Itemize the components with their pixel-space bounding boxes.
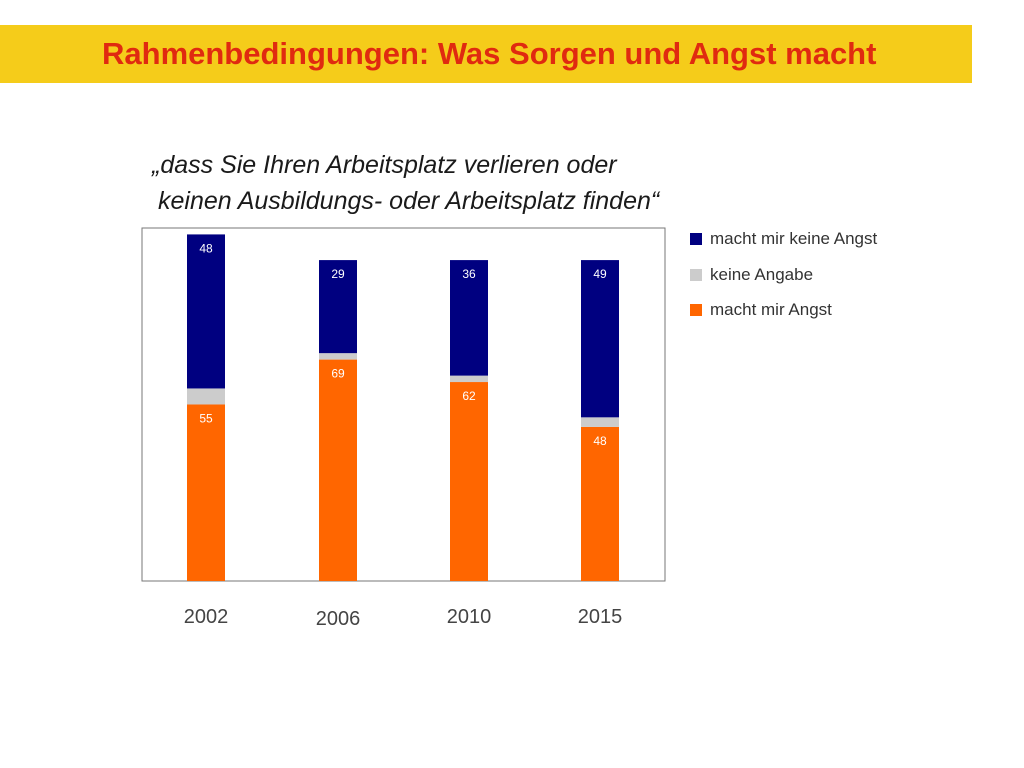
data-label: 29 (331, 267, 345, 281)
legend-item: macht mir Angst (690, 300, 877, 319)
legend-label: macht mir Angst (710, 300, 832, 319)
bars-group (187, 234, 619, 581)
plot-frame (141, 227, 666, 582)
title-bar: Rahmenbedingungen: Was Sorgen und Angst … (0, 25, 972, 83)
data-labels-group: 55 48 69 29 62 36 48 49 (199, 241, 607, 448)
bar-segment (319, 359, 357, 581)
subtitle-line-1: „dass Sie Ihren Arbeitsplatz verlieren o… (152, 151, 617, 179)
data-label: 69 (331, 367, 345, 381)
x-tick-label: 2010 (447, 606, 492, 628)
legend-item: macht mir keine Angst (690, 229, 878, 248)
legend-swatch (690, 304, 702, 316)
legend-swatch (690, 268, 702, 281)
bar-segment (187, 234, 225, 389)
chart-subtitle: „dass Sie Ihren Arbeitsplatz verlieren o… (152, 147, 772, 219)
data-label: 48 (593, 434, 607, 448)
bar-segment (581, 426, 619, 581)
bar-segment (450, 382, 488, 581)
page-title: Rahmenbedingungen: Was Sorgen und Angst … (102, 36, 877, 71)
bar-segment (319, 353, 357, 360)
bar-segment (581, 417, 619, 427)
bar-segment (319, 260, 357, 354)
data-label: 48 (199, 241, 213, 255)
bar-segment (450, 375, 488, 383)
bar-segment (450, 260, 488, 376)
bar-segment (187, 388, 225, 405)
data-label: 55 (199, 412, 213, 426)
data-label: 49 (593, 267, 607, 281)
subtitle-line-2: keinen Ausbildungs- oder Arbeitsplatz fi… (158, 187, 660, 215)
bar-segment (581, 260, 619, 418)
data-label: 62 (462, 389, 476, 403)
data-label: 36 (462, 267, 476, 281)
legend-label: keine Angabe (710, 264, 814, 284)
legend-swatch (690, 233, 702, 245)
x-tick-labels: 2002 2006 2010 2015 (184, 606, 623, 630)
legend-item: keine Angabe (690, 264, 877, 284)
x-tick-label: 2015 (578, 606, 623, 628)
bar-segment (187, 404, 225, 581)
chart-legend: macht mir keine Angst keine Angabe macht m… (690, 229, 878, 337)
x-tick-label: 2006 (316, 608, 361, 630)
legend-label: macht mir keine Angst (710, 229, 878, 248)
x-tick-label: 2002 (184, 606, 229, 628)
